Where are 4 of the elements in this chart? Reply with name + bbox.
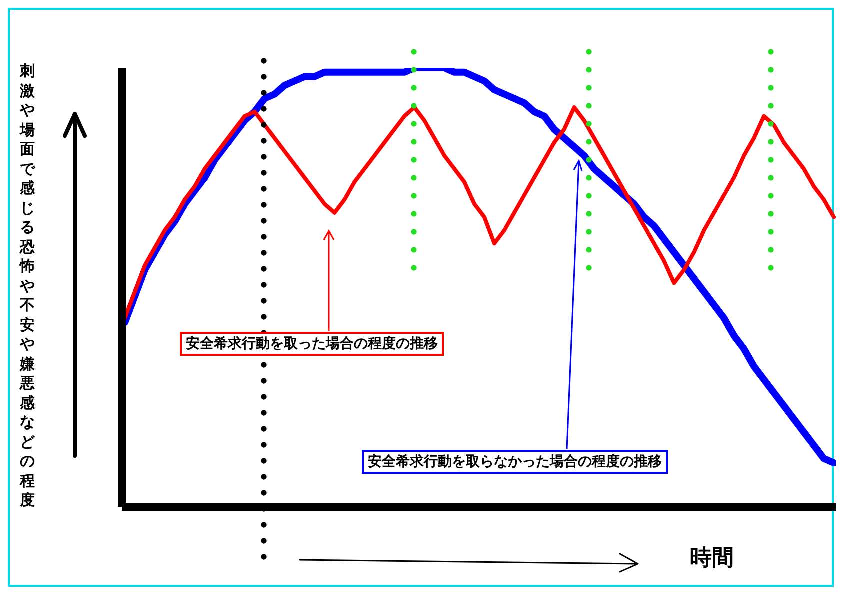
text: 刺激や場面で感じる恐怖や不安や嫌悪感などの程度 — [20, 62, 35, 509]
annotation: 安全希求行動を取った場合の程度の推移 — [180, 332, 444, 356]
x-axis-title: 時間 — [690, 545, 734, 573]
annotation: 安全希求行動を取らなかった場合の程度の推移 — [362, 450, 668, 474]
